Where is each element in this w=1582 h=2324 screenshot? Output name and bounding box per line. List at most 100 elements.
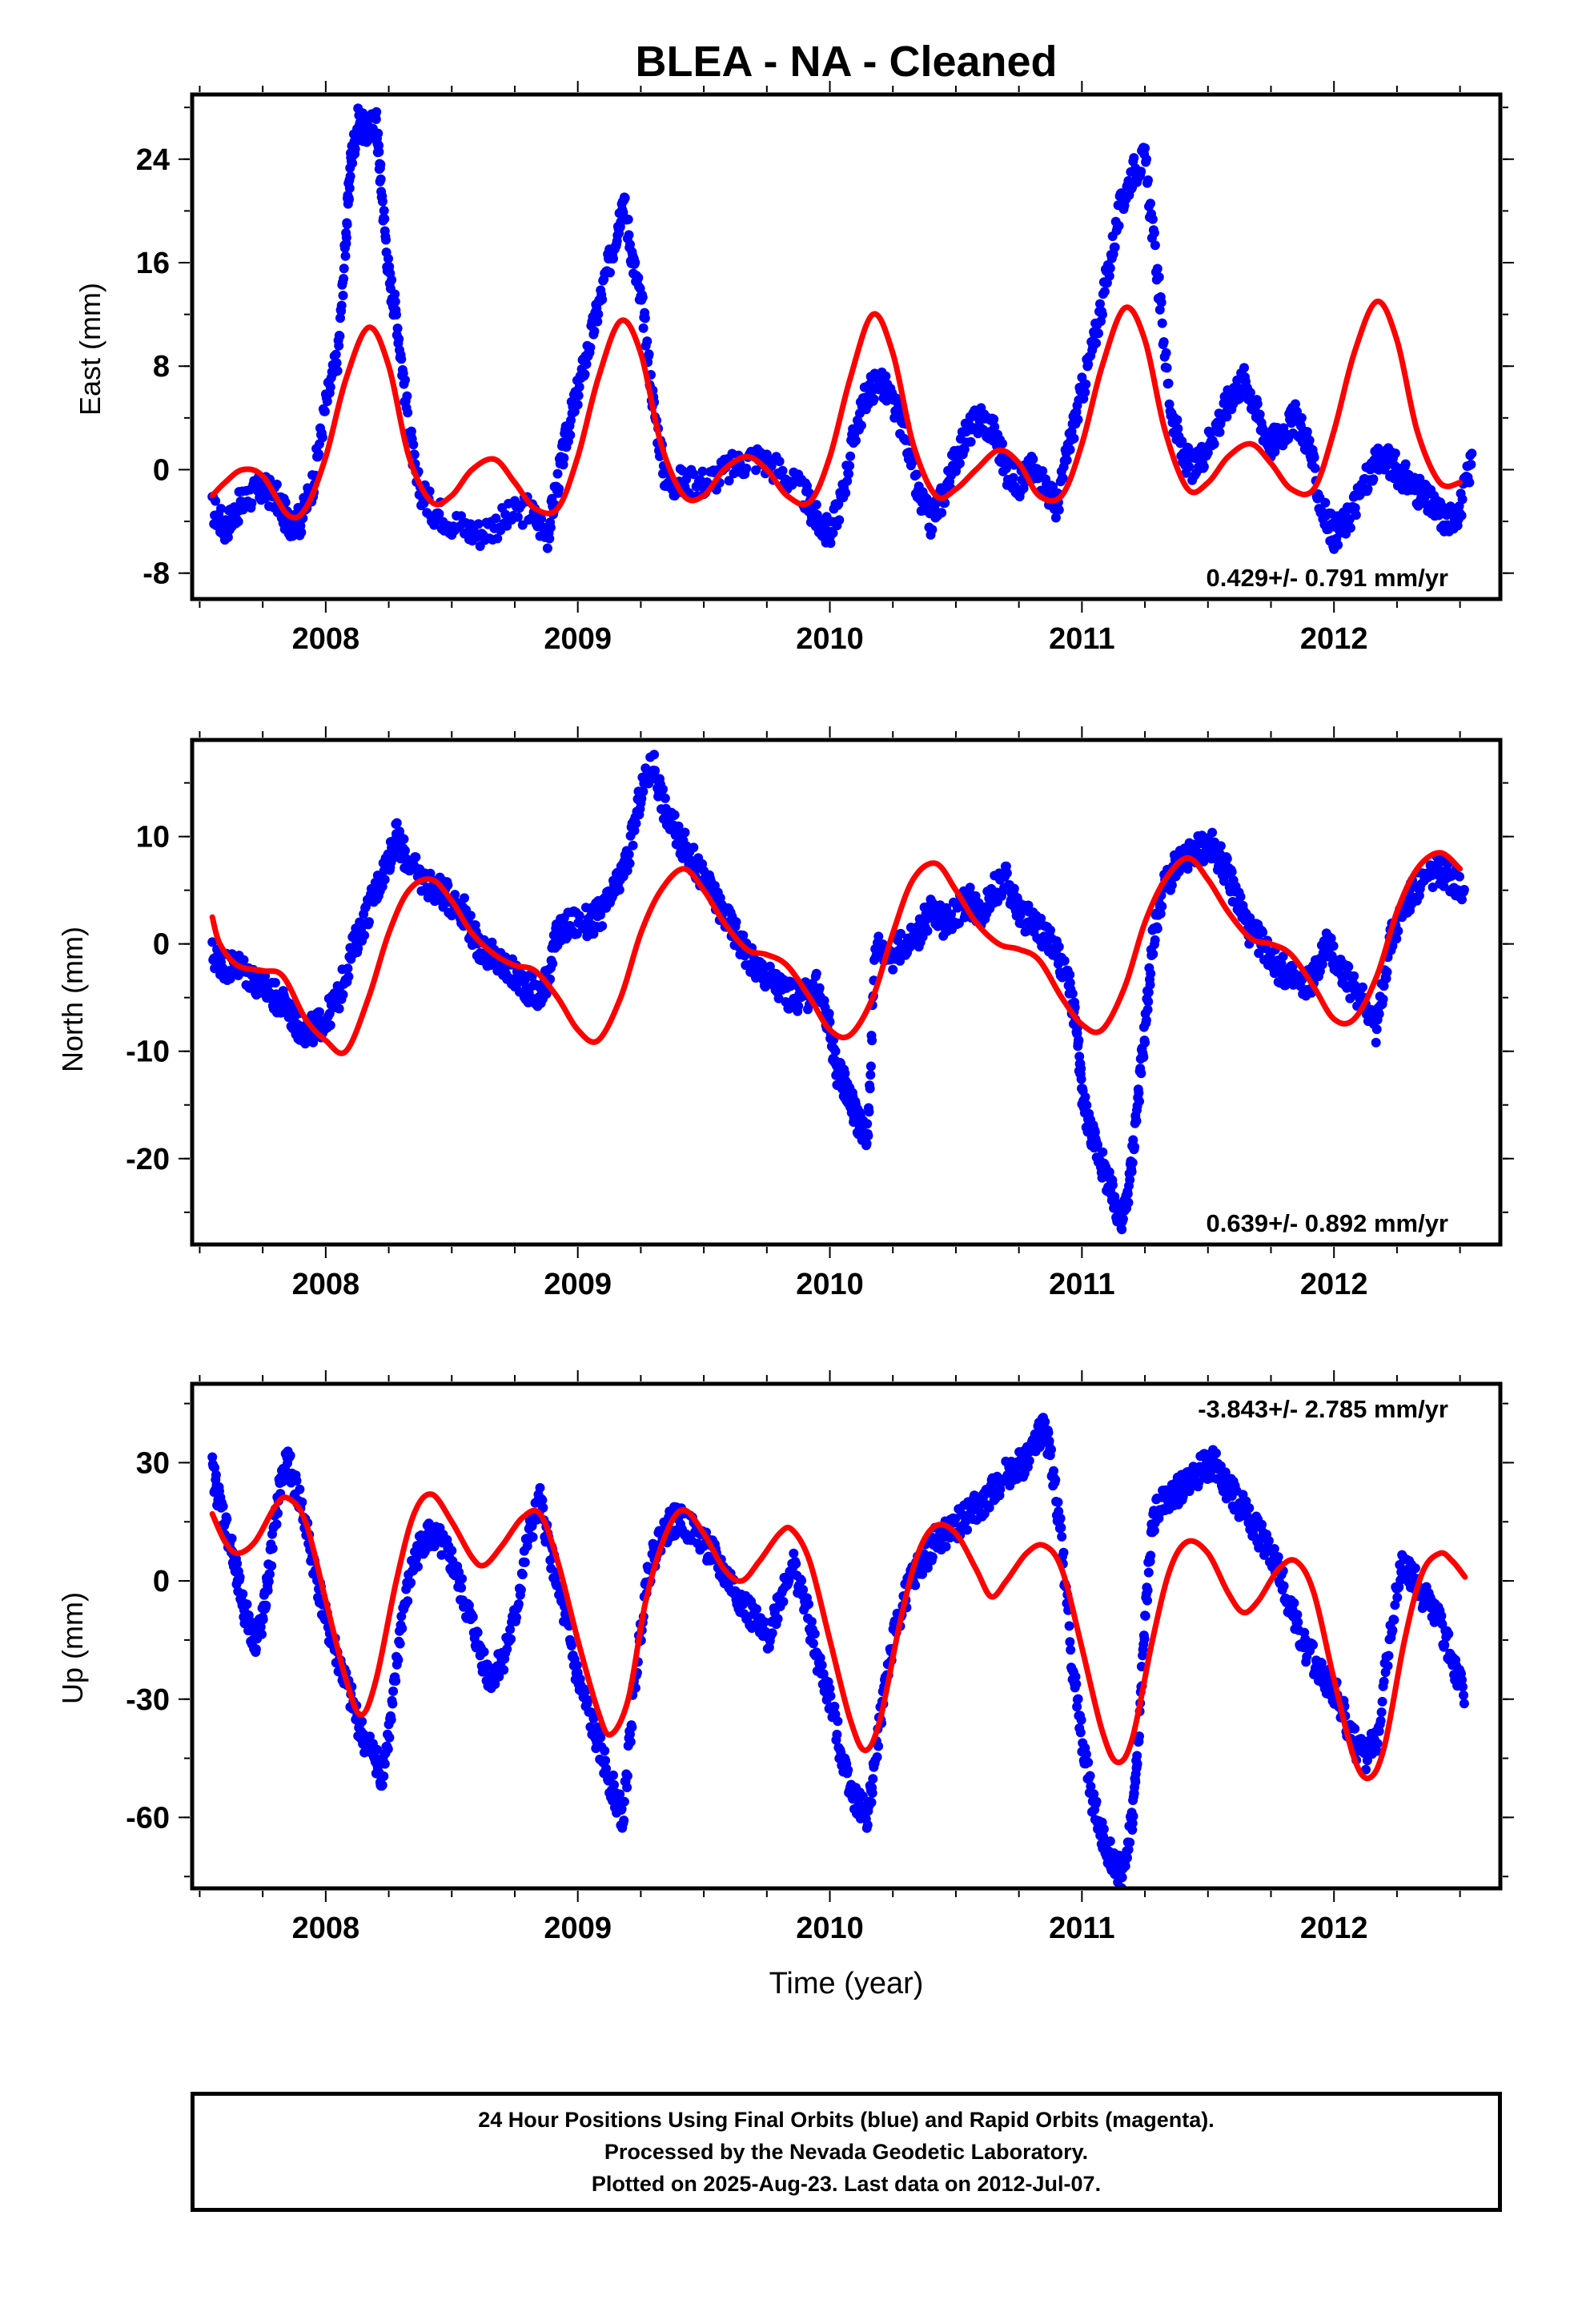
east-data-point (592, 316, 603, 327)
north-data-point (738, 931, 749, 940)
east-data-point (1215, 427, 1225, 437)
east-data-point (406, 426, 416, 436)
north-data-point (548, 959, 558, 969)
east-data-point (342, 219, 352, 230)
east-data-point (1038, 466, 1048, 476)
east-data-point (881, 371, 891, 381)
north-data-point (1054, 942, 1064, 952)
north-data-point (1349, 971, 1359, 981)
north-data-point (811, 968, 821, 979)
east-data-point (335, 313, 345, 324)
north-data-point (689, 842, 699, 853)
east-data-point (605, 267, 615, 278)
east-data-point (869, 394, 879, 404)
time-axis-label: Time (year) (769, 1967, 924, 2000)
up-data-point (1120, 1861, 1130, 1872)
east-data-point (334, 340, 344, 351)
east-data-point (332, 366, 343, 376)
up-data-point (808, 1638, 818, 1649)
east-data-point (403, 408, 413, 418)
north-data-point (1326, 933, 1336, 943)
east-data-point (1345, 523, 1355, 533)
up-data-point (922, 1562, 933, 1573)
east-data-point (1309, 452, 1319, 463)
north-data-point (239, 955, 249, 965)
up-data-point (505, 1624, 516, 1634)
north-ytick-label: 10 (136, 821, 170, 854)
east-data-point (724, 476, 734, 486)
east-data-point (350, 144, 360, 155)
up-data-point (238, 1589, 248, 1599)
up-data-point (804, 1599, 813, 1610)
north-model-line (209, 850, 1464, 1056)
up-data-point (622, 1771, 632, 1781)
east-data-point (1152, 263, 1162, 274)
east-data-point (375, 159, 386, 170)
north-data-point (270, 978, 280, 988)
up-data-point (537, 1495, 548, 1506)
east-data-point (1245, 388, 1255, 398)
north-data-point (1393, 926, 1403, 936)
east-data-point (856, 420, 866, 431)
north-data-point (862, 1119, 873, 1129)
up-data-point (207, 1452, 218, 1462)
east-data-point (1062, 455, 1072, 465)
east-data-point (625, 239, 635, 250)
east-data-point (394, 334, 404, 344)
north-data-point (1074, 1051, 1085, 1062)
east-data-point (1310, 463, 1320, 473)
north-data-point (1382, 967, 1392, 977)
east-data-point (379, 206, 389, 215)
up-data-point (391, 1676, 401, 1686)
east-data-point (1163, 378, 1174, 388)
east-data-point (1008, 472, 1018, 483)
east-data-point (216, 504, 226, 514)
east-data-point (317, 432, 327, 443)
east-data-point (637, 292, 648, 303)
up-data-point (1098, 1831, 1109, 1842)
up-data-point (255, 1622, 266, 1632)
north-data-point (465, 911, 476, 921)
up-data-point (1081, 1749, 1091, 1759)
north-data-point (1387, 941, 1398, 951)
north-data-point (400, 846, 410, 856)
north-data-point (865, 1084, 875, 1094)
north-data-point (460, 893, 469, 903)
east-data-point (371, 107, 382, 117)
east-data-point (1054, 505, 1064, 515)
east-data-point (345, 171, 355, 182)
east-data-point (344, 195, 354, 204)
up-data-point (235, 1572, 245, 1582)
east-data-point (851, 436, 861, 446)
up-data-point (267, 1561, 277, 1571)
north-data-point (1138, 1052, 1149, 1063)
up-data-point (357, 1716, 367, 1727)
up-data-point (791, 1558, 801, 1569)
east-ytick-label: 0 (153, 453, 170, 487)
east-data-point (565, 430, 576, 440)
up-ytick-label: -30 (126, 1683, 170, 1717)
east-data-point (828, 528, 838, 538)
up-data-point (388, 1686, 399, 1696)
north-data-point (864, 1107, 874, 1117)
east-ytick-label: 16 (136, 247, 170, 280)
north-data-point (1145, 979, 1155, 990)
north-data-point (207, 937, 218, 947)
east-data-point (1094, 328, 1103, 339)
up-data-point (1279, 1581, 1289, 1591)
east-data-point (325, 382, 335, 392)
north-data-point (411, 852, 421, 862)
north-data-point (1131, 1116, 1142, 1126)
north-data-point (1378, 994, 1388, 1004)
north-data-point (391, 818, 402, 828)
north-data-point (1130, 1142, 1140, 1152)
east-data-point (1390, 448, 1400, 459)
east-data-point (1136, 167, 1146, 177)
north-data-point (580, 903, 591, 913)
east-data-point (1098, 309, 1107, 320)
up-data-point (513, 1599, 524, 1609)
east-frame (190, 92, 1503, 601)
north-data-point (487, 937, 497, 947)
east-data-point (1140, 143, 1150, 153)
